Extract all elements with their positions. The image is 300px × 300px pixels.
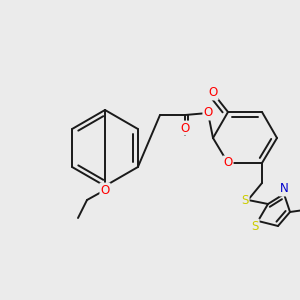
Text: O: O [208,86,217,100]
Text: N: N [280,182,288,196]
Text: O: O [224,157,232,169]
Text: O: O [203,106,213,119]
Text: S: S [251,220,259,232]
Text: O: O [100,184,109,196]
Text: O: O [180,122,190,134]
Text: S: S [241,194,249,206]
